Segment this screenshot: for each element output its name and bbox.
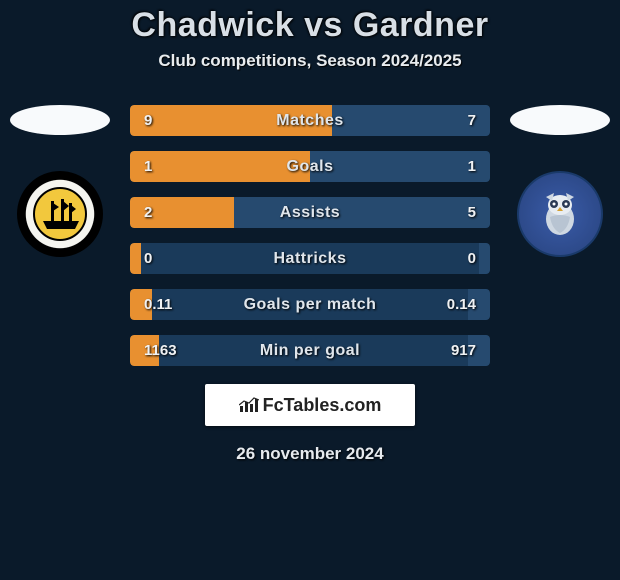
stat-label: Goals [130,151,490,182]
club-crest-left-inner [33,187,87,241]
stat-bar: 1163917Min per goal [130,335,490,366]
bar-chart-icon [239,397,259,413]
club-crest-left [17,171,103,257]
stat-bar: 0.110.14Goals per match [130,289,490,320]
stat-label: Min per goal [130,335,490,366]
stat-bar: 11Goals [130,151,490,182]
page-subtitle: Club competitions, Season 2024/2025 [158,51,461,71]
stats-column: 97Matches 11Goals 25Assists 00Hattricks 0.11… [130,105,490,366]
stat-bar: 00Hattricks [130,243,490,274]
stat-bar: 25Assists [130,197,490,228]
player-left-photo-placeholder [10,105,110,135]
player-right-column [510,105,610,257]
brand-badge[interactable]: FcTables.com [205,384,415,426]
club-crest-right [517,171,603,257]
brand-label: FcTables.com [263,395,382,416]
main-row: 97Matches 11Goals 25Assists 00Hattricks 0.11… [0,105,620,366]
player-right-photo-placeholder [510,105,610,135]
owl-icon [540,191,580,237]
stat-label: Matches [130,105,490,136]
stat-bar: 97Matches [130,105,490,136]
comparison-card: Chadwick vs Gardner Club competitions, S… [0,0,620,580]
player-left-column [10,105,110,257]
stat-label: Assists [130,197,490,228]
date-line: 26 november 2024 [236,444,383,464]
page-title: Chadwick vs Gardner [131,6,488,45]
brand-text: FcTables.com [239,395,382,416]
stat-label: Goals per match [130,289,490,320]
stat-label: Hattricks [130,243,490,274]
ship-icon [41,197,81,231]
